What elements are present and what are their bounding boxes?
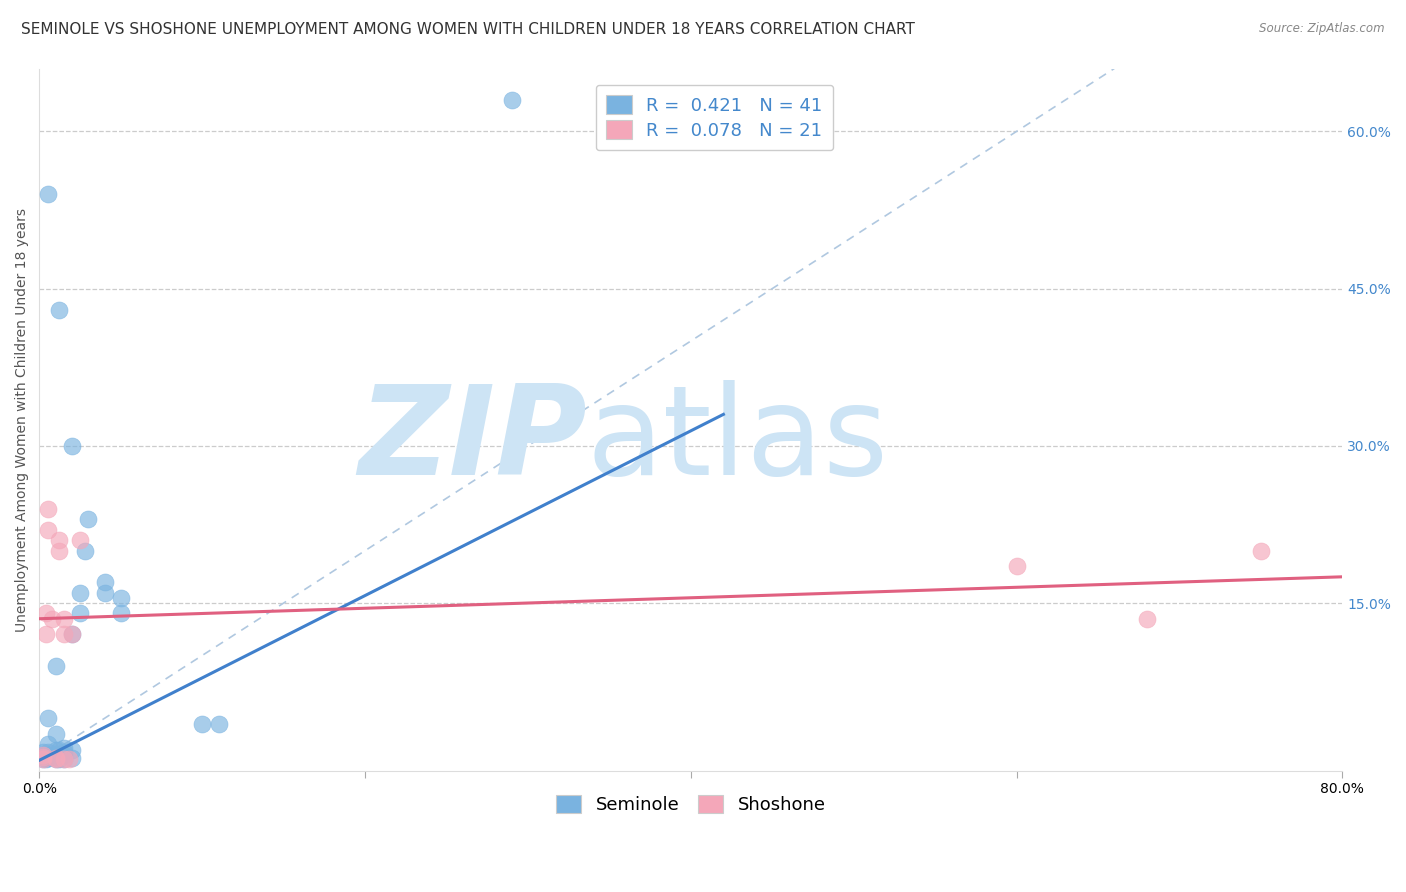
Point	[69, 585, 91, 599]
Point	[52, 747, 75, 762]
Text: Source: ZipAtlas.com: Source: ZipAtlas.com	[1260, 22, 1385, 36]
Point	[60, 627, 83, 641]
Point	[93, 585, 115, 599]
Point	[52, 612, 75, 626]
Point	[37, 738, 59, 752]
Point	[69, 533, 91, 548]
Point	[31, 747, 53, 762]
Point	[60, 751, 83, 765]
Point	[37, 501, 59, 516]
Point	[1250, 543, 1272, 558]
Point	[93, 575, 115, 590]
Point	[31, 747, 53, 762]
Point	[48, 533, 70, 548]
Point	[31, 745, 53, 759]
Point	[45, 750, 67, 764]
Point	[52, 752, 75, 766]
Y-axis label: Unemployment Among Women with Children Under 18 years: Unemployment Among Women with Children U…	[15, 208, 30, 632]
Text: ZIP: ZIP	[359, 380, 586, 501]
Point	[31, 750, 53, 764]
Point	[207, 716, 229, 731]
Point	[191, 716, 214, 731]
Point	[52, 627, 75, 641]
Point	[69, 607, 91, 621]
Point	[31, 752, 53, 766]
Point	[45, 743, 67, 757]
Point	[45, 727, 67, 741]
Point	[31, 752, 53, 766]
Point	[60, 743, 83, 757]
Point	[35, 607, 58, 621]
Point	[48, 747, 70, 762]
Point	[37, 187, 59, 202]
Legend: Seminole, Shoshone: Seminole, Shoshone	[546, 784, 837, 825]
Point	[35, 627, 58, 641]
Point	[41, 612, 63, 626]
Point	[77, 512, 100, 526]
Point	[501, 93, 523, 107]
Point	[48, 743, 70, 757]
Point	[45, 747, 67, 761]
Point	[37, 751, 59, 765]
Point	[35, 752, 58, 766]
Point	[58, 752, 80, 766]
Point	[37, 745, 59, 759]
Text: SEMINOLE VS SHOSHONE UNEMPLOYMENT AMONG WOMEN WITH CHILDREN UNDER 18 YEARS CORRE: SEMINOLE VS SHOSHONE UNEMPLOYMENT AMONG …	[21, 22, 915, 37]
Point	[37, 523, 59, 537]
Point	[31, 750, 53, 764]
Point	[60, 439, 83, 453]
Point	[1136, 612, 1159, 626]
Point	[45, 659, 67, 673]
Point	[1005, 559, 1028, 574]
Point	[35, 747, 58, 762]
Point	[45, 751, 67, 765]
Point	[52, 740, 75, 755]
Point	[48, 302, 70, 317]
Point	[45, 752, 67, 766]
Point	[110, 591, 132, 605]
Point	[37, 711, 59, 725]
Point	[48, 543, 70, 558]
Point	[60, 627, 83, 641]
Point	[73, 543, 96, 558]
Text: atlas: atlas	[586, 380, 889, 501]
Point	[52, 745, 75, 759]
Point	[52, 752, 75, 766]
Point	[48, 752, 70, 766]
Point	[35, 750, 58, 764]
Point	[110, 607, 132, 621]
Point	[45, 752, 67, 766]
